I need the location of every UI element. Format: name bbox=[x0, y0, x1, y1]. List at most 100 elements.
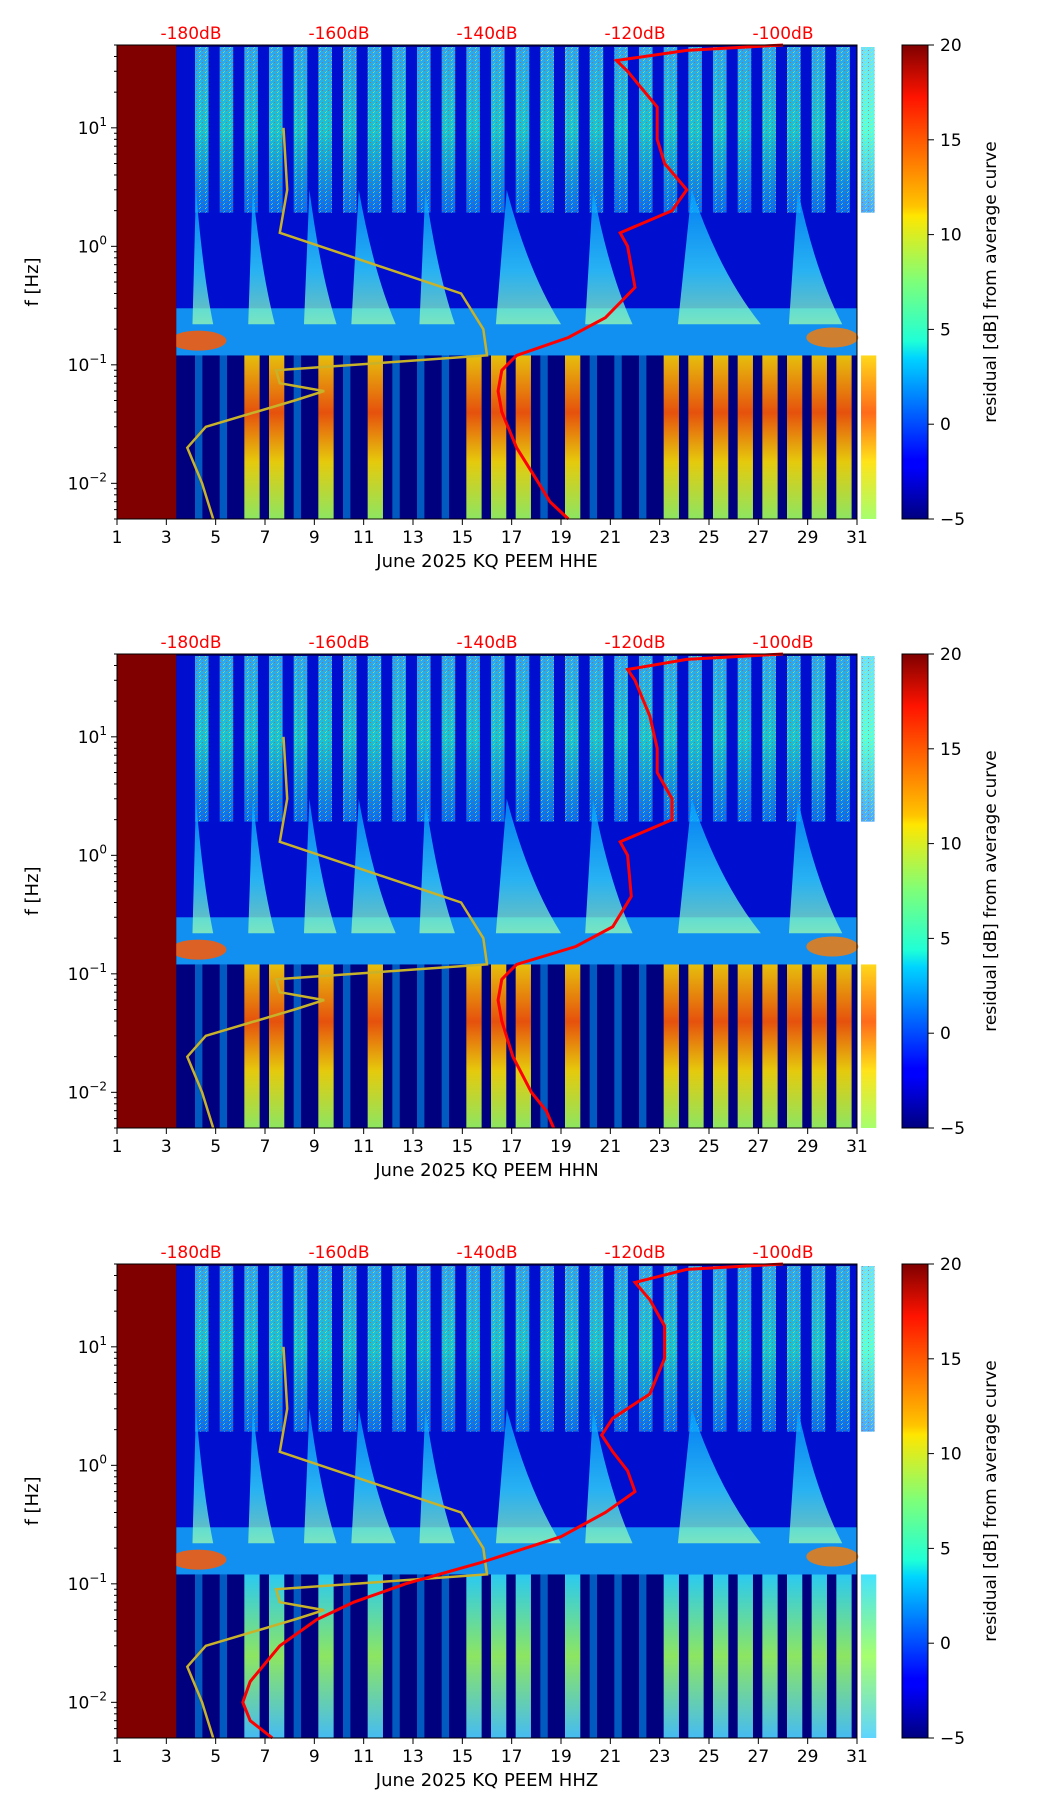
low-freq-column bbox=[367, 355, 383, 519]
y-tick-label: 10−2 bbox=[68, 1689, 107, 1713]
y-tick-base: 10 bbox=[68, 1083, 90, 1103]
reference-curve bbox=[185, 736, 489, 1129]
y-tick-exponent: 1 bbox=[99, 115, 107, 129]
low-freq-column bbox=[219, 964, 228, 1128]
y-tick-base: 10 bbox=[68, 356, 90, 376]
x-tick-label: 19 bbox=[550, 528, 572, 548]
y-tick-exponent: 0 bbox=[99, 233, 107, 247]
low-freq-column bbox=[836, 1574, 852, 1738]
colorbar-tick-label: −5 bbox=[940, 1729, 965, 1749]
day-column-speckle bbox=[565, 656, 579, 822]
colorbar-tick-label: 5 bbox=[940, 929, 951, 949]
y-tick-base: 10 bbox=[78, 119, 100, 139]
day-column-speckle bbox=[713, 1266, 727, 1432]
colorbar: −5 0 5 10 15 20 residual [dB] from average cur… bbox=[901, 36, 1001, 530]
day-column-speckle bbox=[392, 656, 406, 822]
colorbar-tick-label: 10 bbox=[940, 1445, 962, 1465]
day-column-speckle bbox=[787, 656, 801, 822]
low-freq-column bbox=[417, 355, 425, 519]
day-column-speckle bbox=[293, 47, 308, 213]
plume bbox=[677, 189, 761, 325]
day-column-speckle bbox=[787, 1266, 801, 1432]
colorbar-label: residual [dB] from average curve bbox=[981, 1360, 1001, 1641]
plume bbox=[248, 798, 275, 934]
top-db-label: -120dB bbox=[604, 24, 665, 44]
hotspot bbox=[806, 1546, 859, 1567]
low-freq-column bbox=[663, 964, 679, 1128]
plume bbox=[248, 1408, 275, 1544]
x-tick-label: 27 bbox=[748, 1747, 770, 1767]
colorbar-tick-label: 10 bbox=[940, 226, 962, 246]
x-tick-label: 7 bbox=[260, 1747, 271, 1767]
top-db-label: -180dB bbox=[160, 1243, 221, 1263]
x-tick-label: 19 bbox=[550, 1747, 572, 1767]
plume bbox=[303, 798, 337, 934]
hotspot bbox=[170, 939, 227, 960]
x-tick-label: 29 bbox=[797, 1747, 819, 1767]
x-tick-label: 23 bbox=[649, 1137, 671, 1157]
plume bbox=[495, 798, 561, 934]
x-tick-label: 3 bbox=[161, 1137, 172, 1157]
low-freq-column bbox=[614, 964, 622, 1128]
low-freq-column bbox=[713, 964, 729, 1128]
colorbar-tick-label: −5 bbox=[940, 1119, 965, 1139]
low-freq-column bbox=[466, 1574, 482, 1738]
day-column-speckle bbox=[466, 47, 480, 213]
x-tick-label: 23 bbox=[649, 528, 671, 548]
y-tick-exponent: −2 bbox=[89, 470, 107, 484]
x-tick-label: 9 bbox=[309, 1137, 320, 1157]
x-tick-label: 23 bbox=[649, 1747, 671, 1767]
y-tick-exponent: −1 bbox=[89, 352, 107, 366]
day-column-speckle bbox=[417, 656, 431, 822]
day-column-speckle bbox=[515, 1266, 530, 1432]
low-freq-column bbox=[861, 1574, 877, 1738]
colorbar-label: residual [dB] from average curve bbox=[981, 750, 1001, 1031]
colorbar: −5 0 5 10 15 20 residual [dB] from average cur… bbox=[901, 645, 1001, 1139]
x-tick-label: 31 bbox=[846, 1747, 868, 1767]
day-column-speckle bbox=[244, 1266, 258, 1432]
spectrogram bbox=[117, 43, 877, 521]
plume bbox=[419, 798, 455, 934]
low-freq-column bbox=[713, 355, 729, 519]
day-column-speckle bbox=[491, 656, 505, 822]
low-freq-column bbox=[688, 1574, 704, 1738]
top-db-label: -140dB bbox=[456, 1243, 517, 1263]
colorbar-tick-label: 20 bbox=[940, 1255, 962, 1275]
low-freq-column bbox=[195, 964, 203, 1128]
x-tick-label: 1 bbox=[112, 528, 123, 548]
day-column-speckle bbox=[737, 656, 752, 822]
plume bbox=[585, 189, 633, 325]
low-freq-column bbox=[417, 1574, 425, 1738]
colorbar-tick-label: 10 bbox=[940, 835, 962, 855]
day-column-speckle bbox=[540, 656, 554, 822]
day-column-speckle bbox=[343, 1266, 357, 1432]
y-tick-base: 10 bbox=[78, 1338, 100, 1358]
y-tick-base: 10 bbox=[78, 1456, 100, 1476]
x-tick-label: 11 bbox=[353, 1137, 375, 1157]
day-column-speckle bbox=[293, 656, 308, 822]
day-column-speckle bbox=[515, 656, 530, 822]
low-freq-column bbox=[293, 355, 302, 519]
plume bbox=[419, 189, 455, 325]
day-column-speckle bbox=[737, 47, 752, 213]
x-tick-label: 25 bbox=[698, 1137, 720, 1157]
low-freq-column bbox=[762, 964, 778, 1128]
day-column-speckle bbox=[639, 1266, 653, 1432]
median-curve bbox=[496, 652, 784, 1129]
day-column-speckle bbox=[244, 656, 258, 822]
day-column-speckle bbox=[195, 1266, 209, 1432]
day-column-speckle bbox=[219, 47, 234, 213]
day-column-speckle bbox=[663, 47, 678, 213]
day-column-speckle bbox=[269, 47, 283, 213]
low-freq-column bbox=[515, 964, 531, 1128]
day-column-speckle bbox=[836, 656, 850, 822]
low-freq-column bbox=[713, 1574, 729, 1738]
low-freq-column bbox=[343, 964, 351, 1128]
low-freq-column bbox=[639, 1574, 647, 1738]
day-column-speckle bbox=[269, 1266, 283, 1432]
low-freq-column bbox=[343, 355, 351, 519]
colorbar-tick-label: 15 bbox=[940, 1350, 962, 1370]
low-freq-column bbox=[293, 1574, 302, 1738]
low-freq-column bbox=[318, 355, 334, 519]
